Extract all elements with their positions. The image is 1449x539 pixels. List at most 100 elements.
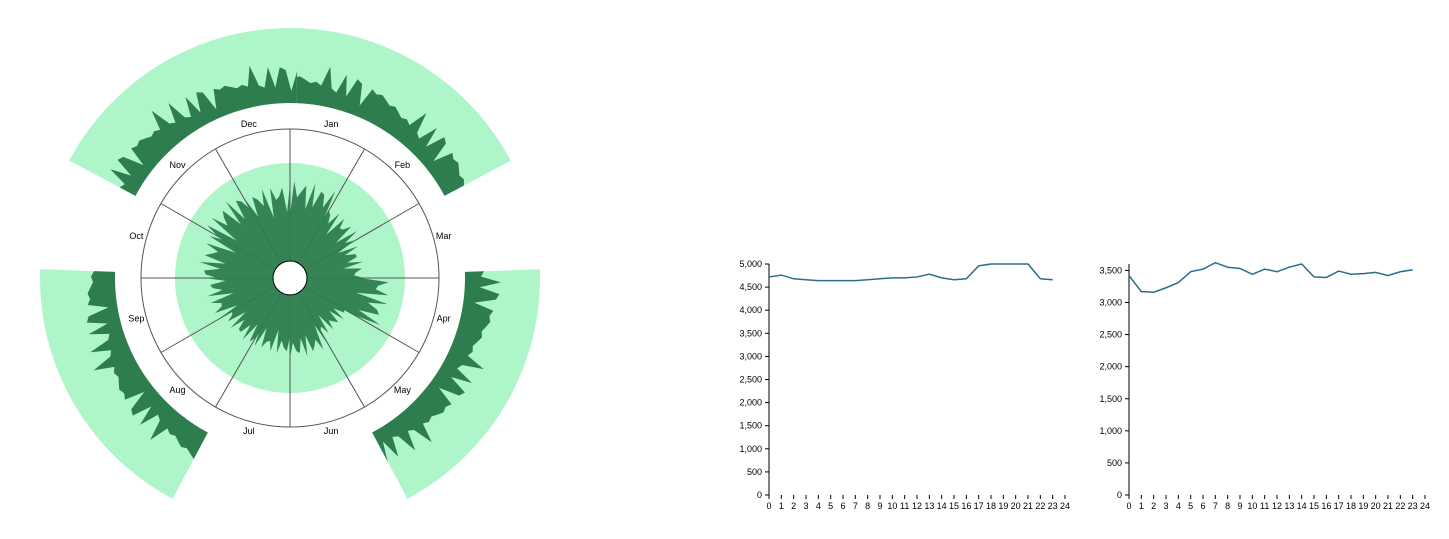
y-tick-label: 3,500 (1099, 265, 1122, 275)
month-label-Mar: Mar (436, 231, 452, 241)
petal-Aug[interactable] (227, 286, 282, 342)
x-tick-label: 23 (1408, 501, 1418, 511)
x-tick-label: 23 (1048, 501, 1058, 511)
x-tick-label: 1 (779, 501, 784, 511)
radial-month-chart: Jan Feb Mar Apr May Jun Jul Aug Sep Oct Nov Dec (39, 27, 540, 499)
x-tick-label: 5 (1188, 501, 1193, 511)
month-label-Oct: Oct (129, 231, 144, 241)
x-tick-label: 6 (1200, 501, 1205, 511)
month-labels: Jan Feb Mar Apr May Jun Jul Aug Sep Oct Nov Dec (128, 119, 451, 436)
petal-Mar[interactable] (304, 241, 364, 278)
y-tick-label: 1,500 (739, 421, 762, 431)
x-tick-label: 13 (924, 501, 934, 511)
y-tick-label: 1,000 (739, 444, 762, 454)
x-tick-label: 19 (1358, 501, 1368, 511)
outer-area-0 (283, 66, 464, 196)
x-tick-label: 11 (1260, 501, 1269, 511)
x-tick-label: 15 (949, 501, 959, 511)
x-tick-label: 8 (1225, 501, 1230, 511)
month-label-Sep: Sep (128, 314, 144, 324)
outer-segments (39, 27, 540, 499)
x-tick-label: 12 (1272, 501, 1282, 511)
y-tick-label: 4,000 (739, 305, 762, 315)
x-tick-label: 3 (803, 501, 808, 511)
y-tick-label: 1,500 (1099, 394, 1122, 404)
petal-Jun[interactable] (290, 292, 330, 358)
x-tick-label: 4 (1176, 501, 1181, 511)
x-tick-label: 18 (1346, 501, 1356, 511)
x-tick-label: 20 (1371, 501, 1381, 511)
x-tick-label: 9 (1237, 501, 1242, 511)
line-chart-left: 0 500 1,000 1,500 2,000 2,500 3,000 3,500 4,000 4… (739, 259, 1070, 511)
petal-layer (199, 181, 389, 358)
y-tick-label: 3,000 (1099, 298, 1122, 308)
x-tick-label: 21 (1383, 501, 1393, 511)
outer-area-2 (86, 271, 208, 460)
x-tick-label: 22 (1035, 501, 1045, 511)
y-tick-label: 2,500 (1099, 330, 1122, 340)
x-tick-label: 10 (887, 501, 897, 511)
spoke-5 (298, 292, 365, 408)
month-label-Apr: Apr (437, 314, 451, 324)
petal-Oct[interactable] (199, 236, 276, 278)
petal-Jan[interactable] (290, 181, 336, 264)
x-tick-label: 6 (840, 501, 845, 511)
y-tick-label: 500 (747, 467, 762, 477)
y-tick-label: 500 (1107, 458, 1122, 468)
x-tick-label: 5 (828, 501, 833, 511)
petal-Apr[interactable] (304, 278, 389, 326)
x-tick-label: 16 (961, 501, 971, 511)
x-tick-label: 3 (1163, 501, 1168, 511)
month-label-May: May (394, 385, 412, 395)
y-tick-label: 4,500 (739, 282, 762, 292)
petal-Feb[interactable] (298, 210, 357, 270)
x-tick-label: 0 (766, 501, 771, 511)
month-label-Dec: Dec (241, 119, 258, 129)
y-tick-label: 5,000 (739, 259, 762, 269)
x-tick-label: 14 (937, 501, 947, 511)
y-tick-label: 3,500 (739, 328, 762, 338)
x-tick-label: 4 (816, 501, 821, 511)
y-tick-label: 1,000 (1099, 426, 1122, 436)
x-tick-label: 18 (986, 501, 996, 511)
petal-Dec[interactable] (243, 184, 290, 264)
x-tick-label: 7 (1213, 501, 1218, 511)
outer-area-1 (372, 271, 501, 462)
x-tick-label: 9 (877, 501, 882, 511)
petal-Sep[interactable] (205, 278, 276, 321)
x-tick-label: 20 (1011, 501, 1021, 511)
petal-Nov[interactable] (207, 200, 282, 270)
y-tick-label: 2,500 (739, 375, 762, 385)
center-hub (272, 260, 308, 296)
x-tick-label: 7 (853, 501, 858, 511)
petal-May[interactable] (298, 286, 345, 334)
outer-segment-3 (69, 27, 299, 196)
y-tick-label: 0 (757, 490, 762, 500)
x-tick-label: 0 (1126, 501, 1131, 511)
spoke-4 (304, 286, 420, 353)
x-tick-label: 8 (865, 501, 870, 511)
x-tick-label: 12 (912, 501, 922, 511)
series-line-1 (1128, 261, 1413, 293)
x-tick-label: 2 (1151, 501, 1156, 511)
x-tick-label: 24 (1420, 501, 1430, 511)
x-tick-label: 24 (1060, 501, 1070, 511)
x-tick-label: 19 (998, 501, 1008, 511)
spoke-8 (160, 286, 276, 353)
x-tick-label: 16 (1321, 501, 1331, 511)
month-label-Aug: Aug (170, 385, 186, 395)
month-label-Jun: Jun (324, 426, 339, 436)
month-label-Jan: Jan (324, 119, 339, 129)
x-tick-label: 2 (791, 501, 796, 511)
x-tick-label: 14 (1297, 501, 1307, 511)
outer-area-3 (110, 65, 298, 196)
series-line-0 (768, 263, 1053, 282)
x-tick-label: 13 (1284, 501, 1294, 511)
x-tick-label: 1 (1139, 501, 1144, 511)
month-label-Feb: Feb (395, 160, 411, 170)
x-tick-label: 10 (1247, 501, 1257, 511)
month-label-Jul: Jul (243, 426, 255, 436)
petal-Jul[interactable] (254, 292, 290, 354)
x-tick-label: 17 (974, 501, 984, 511)
